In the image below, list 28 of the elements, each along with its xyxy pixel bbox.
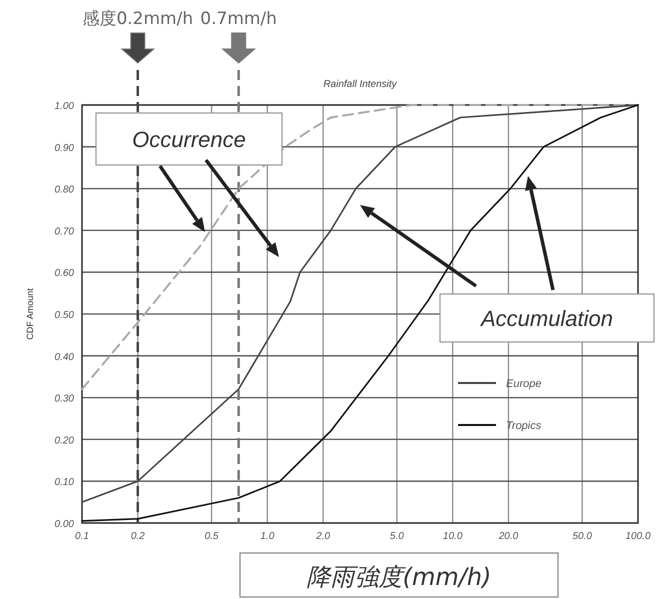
y-tick-label: 0.20 xyxy=(54,435,74,446)
y-tick-label: 0.00 xyxy=(54,519,74,530)
x-tick-label: 0.5 xyxy=(204,531,219,542)
ref-line-label: 感度0.2mm/h xyxy=(82,9,194,29)
y-axis-title: CDF Amount xyxy=(25,288,35,340)
chart-title: Rainfall Intensity xyxy=(323,79,398,90)
x-tick-label: 0.2 xyxy=(130,531,146,542)
x-tick-label: 2.0 xyxy=(315,531,331,542)
x-tick-label: 20.0 xyxy=(498,531,519,542)
ref-line-label: 0.7mm/h xyxy=(200,9,277,29)
y-tick-label: 1.00 xyxy=(54,101,74,112)
x-tick-label: 1.0 xyxy=(260,531,275,542)
x-axis-title: 降雨強度(mm/h) xyxy=(306,563,492,591)
x-tick-label: 5.0 xyxy=(390,531,404,542)
annotation: Occurrence xyxy=(132,127,246,152)
annotation: Accumulation xyxy=(478,306,614,331)
y-tick-label: 0.10 xyxy=(54,477,74,488)
x-tick-label: 0.1 xyxy=(75,531,89,542)
y-tick-label: 0.80 xyxy=(54,184,74,196)
x-tick-label: 100.0 xyxy=(625,531,651,542)
y-tick-label: 0.40 xyxy=(54,352,74,363)
y-tick-label: 0.90 xyxy=(54,142,74,154)
y-tick-label: 0.70 xyxy=(54,226,74,238)
x-tick-label: 10.0 xyxy=(442,531,463,542)
y-tick-label: 0.50 xyxy=(54,310,74,321)
y-tick-label: 0.60 xyxy=(54,268,74,280)
y-tick-label: 0.30 xyxy=(54,394,74,405)
x-tick-label: 50.0 xyxy=(572,531,592,542)
